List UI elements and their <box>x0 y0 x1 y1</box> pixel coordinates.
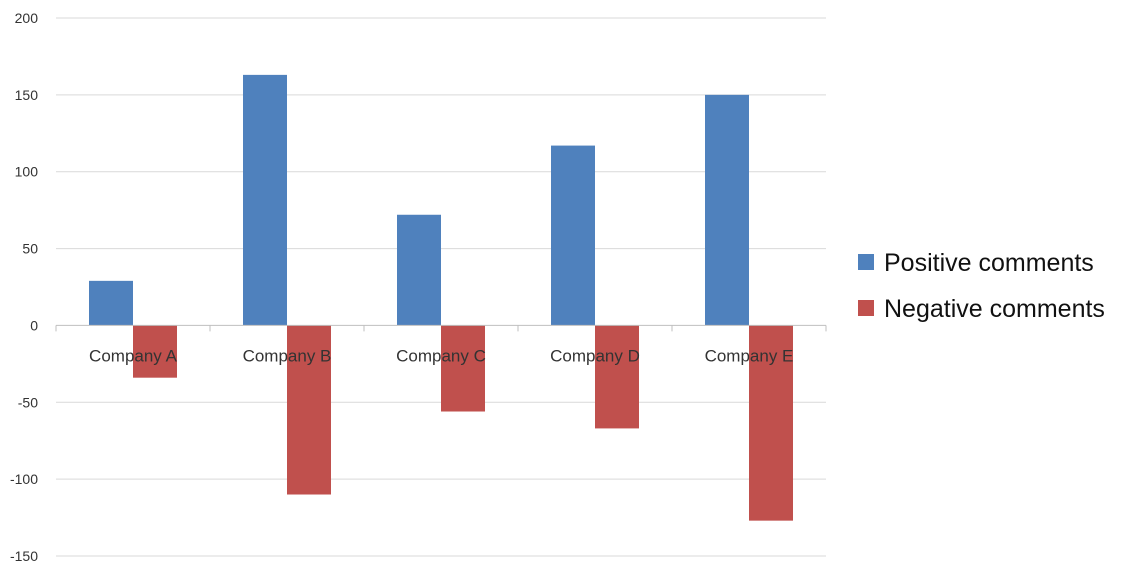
negative-bar-5 <box>749 325 793 521</box>
legend-label-negative: Negative comments <box>884 295 1105 323</box>
negative-bar-4 <box>595 325 639 429</box>
category-labels: Company A Company B Company C Company D Comp… <box>89 346 793 365</box>
positive-bar-3 <box>397 214 441 326</box>
legend-swatch-negative <box>858 300 874 316</box>
category-label: Company E <box>705 346 794 365</box>
y-tick-label: -100 <box>10 471 38 487</box>
legend-label-positive: Positive comments <box>884 249 1094 277</box>
negative-bar-3 <box>441 325 485 412</box>
category-label: Company A <box>89 346 178 365</box>
y-tick-label: -150 <box>10 548 38 564</box>
positive-bar-2 <box>243 74 287 326</box>
legend-swatch-positive <box>858 254 874 270</box>
positive-bar-5 <box>705 94 749 326</box>
y-tick-label: 0 <box>30 317 38 333</box>
x-axis <box>55 324 827 332</box>
negative-bar-2 <box>287 325 331 495</box>
positive-bar-4 <box>551 145 595 326</box>
legend: Positive comments Negative comments <box>858 249 1105 323</box>
positive-bar-1 <box>89 280 133 326</box>
negative-bar-1 <box>133 325 177 378</box>
bars <box>89 74 793 521</box>
category-label: Company C <box>396 346 486 365</box>
y-tick-label: -50 <box>18 394 38 410</box>
y-tick-label: 150 <box>15 87 39 103</box>
y-axis-tick-labels: 200 150 100 50 0 -50 -100 -150 <box>10 10 38 564</box>
y-tick-label: 50 <box>22 241 38 257</box>
y-tick-label: 200 <box>15 10 39 26</box>
category-label: Company D <box>550 346 640 365</box>
category-label: Company B <box>243 346 332 365</box>
y-tick-label: 100 <box>15 164 39 180</box>
